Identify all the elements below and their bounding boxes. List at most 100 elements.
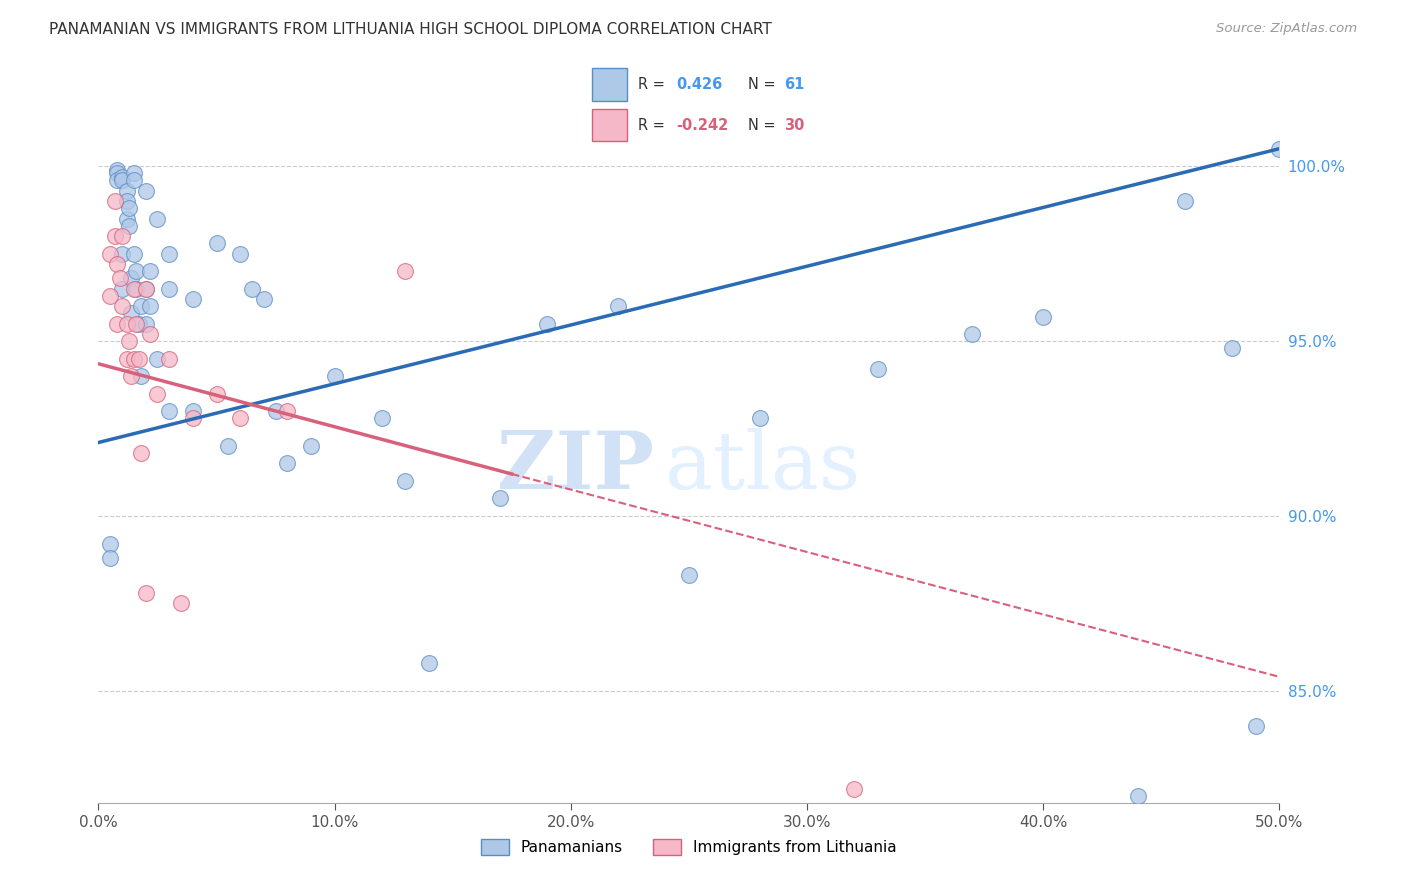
Point [104, 229, 127, 244]
Point [170, 596, 193, 610]
Text: 30: 30 [783, 118, 804, 133]
Point [111, 169, 134, 184]
Point [962, 327, 984, 342]
Point [122, 173, 145, 187]
Point [135, 317, 157, 331]
Point [105, 162, 128, 177]
Point [125, 282, 148, 296]
Point [323, 369, 346, 384]
Point [115, 351, 138, 366]
Point [276, 404, 298, 418]
Point [205, 386, 228, 401]
Point [98, 288, 121, 302]
Point [146, 211, 169, 226]
Point [866, 362, 889, 376]
Point [394, 474, 416, 488]
Point [157, 282, 180, 296]
Point [105, 257, 128, 271]
Point [181, 292, 204, 306]
Point [115, 184, 138, 198]
Point [146, 386, 169, 401]
Point [678, 568, 700, 582]
Point [253, 292, 276, 306]
Point [157, 404, 180, 418]
Point [1032, 310, 1054, 324]
Point [1268, 142, 1291, 156]
Text: atlas: atlas [665, 428, 860, 507]
Text: -0.242: -0.242 [676, 118, 728, 133]
Point [299, 439, 322, 453]
Point [128, 317, 150, 331]
Point [536, 317, 558, 331]
Point [371, 411, 394, 425]
Point [139, 264, 162, 278]
Point [121, 369, 143, 384]
Point [157, 351, 180, 366]
Point [139, 299, 162, 313]
Point [264, 404, 287, 418]
Text: 0.426: 0.426 [676, 77, 723, 92]
Text: Source: ZipAtlas.com: Source: ZipAtlas.com [1216, 22, 1357, 36]
Text: R =: R = [638, 118, 665, 133]
Point [157, 246, 180, 260]
Text: N =: N = [748, 77, 776, 92]
Point [129, 299, 152, 313]
Text: 61: 61 [783, 77, 804, 92]
Point [181, 404, 204, 418]
Point [394, 264, 416, 278]
Point [115, 211, 138, 226]
Point [118, 334, 141, 348]
Point [111, 229, 134, 244]
Text: R =: R = [638, 77, 665, 92]
Point [139, 327, 162, 342]
Point [1126, 789, 1149, 803]
Point [105, 317, 128, 331]
Bar [592, 109, 627, 141]
Point [1244, 719, 1267, 733]
Point [418, 656, 440, 670]
Point [135, 184, 157, 198]
Point [122, 166, 145, 180]
Point [121, 306, 143, 320]
Bar [592, 69, 627, 101]
Point [844, 781, 866, 796]
Point [276, 457, 298, 471]
Point [111, 299, 134, 313]
Point [122, 282, 145, 296]
Point [128, 351, 150, 366]
Point [181, 411, 204, 425]
Point [229, 246, 252, 260]
Point [105, 166, 128, 180]
Point [122, 351, 145, 366]
Point [122, 246, 145, 260]
Point [118, 219, 141, 233]
Point [229, 411, 252, 425]
Point [240, 282, 263, 296]
Point [125, 264, 148, 278]
Point [489, 491, 512, 506]
Point [135, 282, 157, 296]
Text: PANAMANIAN VS IMMIGRANTS FROM LITHUANIA HIGH SCHOOL DIPLOMA CORRELATION CHART: PANAMANIAN VS IMMIGRANTS FROM LITHUANIA … [49, 22, 772, 37]
Point [98, 537, 121, 551]
Text: N =: N = [748, 118, 776, 133]
Point [111, 173, 134, 187]
Text: ZIP: ZIP [496, 428, 654, 507]
Point [121, 271, 143, 285]
Point [748, 411, 770, 425]
Point [98, 550, 121, 565]
Point [205, 236, 228, 251]
Point [125, 317, 148, 331]
Legend: Panamanians, Immigrants from Lithuania: Panamanians, Immigrants from Lithuania [474, 831, 904, 863]
Point [115, 317, 138, 331]
Point [108, 271, 131, 285]
Point [129, 369, 152, 384]
Point [607, 299, 630, 313]
Point [118, 201, 141, 215]
Point [115, 194, 138, 208]
Point [111, 282, 134, 296]
Point [1174, 194, 1197, 208]
Point [146, 351, 169, 366]
Point [1220, 341, 1243, 355]
Point [98, 246, 121, 260]
Point [129, 446, 152, 460]
